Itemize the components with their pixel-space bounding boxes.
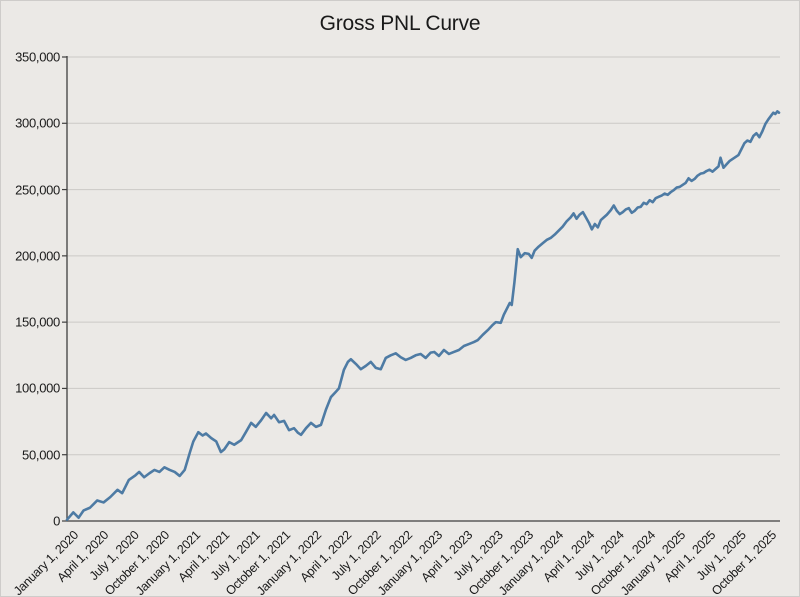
y-tick-label: 150,000 — [15, 314, 60, 330]
y-tick-label: 200,000 — [15, 248, 60, 264]
chart-title: Gross PNL Curve — [319, 12, 481, 35]
y-axis-ticks — [62, 56, 67, 522]
axis-spines — [66, 56, 780, 522]
y-tick-label: 100,000 — [15, 380, 60, 396]
pnl-line-series — [65, 110, 781, 521]
y-tick-label: 50,000 — [22, 447, 60, 463]
y-tick-label: 350,000 — [15, 49, 60, 65]
gridlines — [67, 56, 780, 456]
y-tick-label: 0 — [53, 513, 60, 529]
y-tick-label: 300,000 — [15, 115, 60, 131]
y-tick-label: 250,000 — [15, 182, 60, 198]
